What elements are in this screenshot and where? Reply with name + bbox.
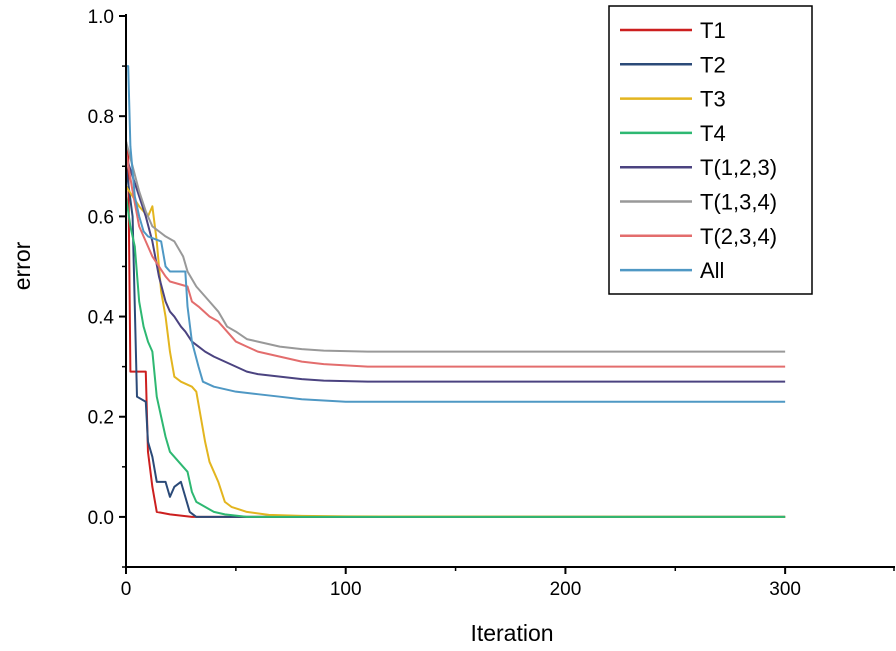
legend: T1 T2 T3 T4 T(1,2,3) T(1,3,4) T(2,3,4) All xyxy=(608,5,813,295)
legend-label-4: T(1,2,3) xyxy=(700,155,777,180)
series-layer xyxy=(125,65,786,518)
y-tick-label: 0.8 xyxy=(88,107,114,128)
legend-label-7: All xyxy=(700,258,724,283)
x-tick-label: 0 xyxy=(121,579,132,600)
legend-label-1: T2 xyxy=(700,52,726,77)
axes-layer: 0.0 0.2 0.4 0.6 0.8 1.0 0 100 200 300 xyxy=(88,7,895,600)
y-tick-label: 0.2 xyxy=(88,408,114,429)
x-tick-label: 200 xyxy=(550,579,582,600)
x-tick-label: 100 xyxy=(330,579,362,600)
y-tick-label: 0.4 xyxy=(88,308,115,329)
y-tick-label: 0.0 xyxy=(88,508,114,529)
legend-label-6: T(2,3,4) xyxy=(700,224,777,249)
series-line-5 xyxy=(125,140,786,353)
x-tick-label: 300 xyxy=(769,579,801,600)
series-line-7 xyxy=(126,65,786,403)
legend-label-0: T1 xyxy=(700,18,726,43)
legend-label-2: T3 xyxy=(700,87,726,112)
series-line-6 xyxy=(125,151,786,368)
series-line-3 xyxy=(125,196,786,518)
x-axis-title: Iteration xyxy=(470,620,553,646)
y-tick-label: 1.0 xyxy=(88,7,114,28)
series-line-4 xyxy=(125,155,786,383)
series-line-2 xyxy=(125,185,786,518)
legend-label-3: T4 xyxy=(700,121,726,146)
legend-box xyxy=(608,5,813,295)
series-line-0 xyxy=(125,141,786,518)
series-line-1 xyxy=(125,166,786,518)
y-tick-label: 0.6 xyxy=(88,207,114,228)
legend-label-5: T(1,3,4) xyxy=(700,190,777,215)
y-axis-title: error xyxy=(9,241,35,290)
